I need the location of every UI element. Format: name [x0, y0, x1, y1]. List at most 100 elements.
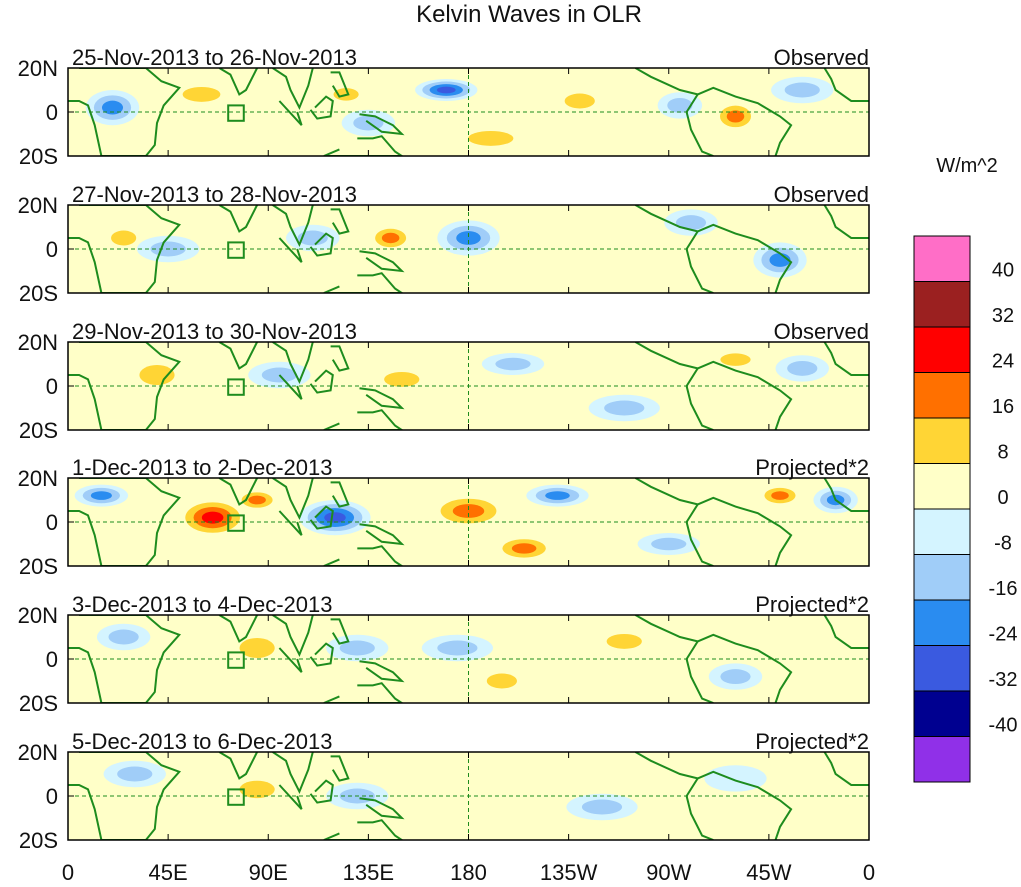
y-tick-label: 0	[46, 647, 58, 672]
anomaly-blob	[588, 394, 660, 422]
colorbar-label: 8	[997, 442, 1008, 464]
coastlines	[68, 615, 869, 703]
coastline	[272, 205, 314, 248]
coastline	[359, 250, 405, 273]
y-tick-label: 0	[46, 510, 58, 535]
panel-kind-label: Observed	[774, 45, 869, 70]
contour-level	[248, 495, 266, 505]
colorbar-label: 0	[997, 487, 1008, 509]
coastline	[330, 71, 350, 98]
anomaly-blob	[125, 357, 189, 393]
coastline	[68, 615, 182, 703]
anomaly-blob	[637, 533, 700, 555]
contour-level	[468, 130, 514, 146]
anomaly-blob	[299, 499, 371, 536]
coastline	[359, 660, 405, 683]
contour-level	[726, 110, 745, 123]
colorbar-swatch	[913, 736, 971, 783]
anomaly-blob	[492, 535, 556, 562]
coastline	[218, 68, 258, 96]
panel-date-range: 27-Nov-2013 to 28-Nov-2013	[72, 182, 357, 207]
contour-level	[384, 371, 420, 387]
coastlines	[68, 752, 869, 840]
coastline	[309, 232, 334, 257]
coastline	[272, 615, 314, 658]
contour-level	[606, 633, 642, 649]
y-tick-label: 20S	[19, 828, 58, 853]
colorbar-swatch	[913, 508, 971, 555]
anomaly-blob	[775, 355, 829, 382]
colorbar-swatch	[913, 645, 971, 692]
anomaly-blob	[225, 630, 289, 666]
coastline	[272, 478, 314, 521]
contour-level	[261, 367, 297, 383]
panel-date-range: 3-Dec-2013 to 4-Dec-2013	[72, 592, 332, 617]
anomaly-blob	[326, 634, 389, 662]
x-tick-label: 180	[450, 860, 487, 885]
coastline	[278, 237, 303, 263]
x-tick-label: 90W	[646, 860, 691, 885]
coastline	[68, 752, 182, 840]
contour-level	[297, 230, 328, 246]
y-tick-label: 20S	[19, 144, 58, 169]
contour-level	[182, 86, 221, 102]
coastline	[323, 819, 404, 840]
panel-5: 20N 0 20S 3-Dec-2013 to 4-Dec-2013 Projected…	[18, 592, 870, 716]
contour-level	[511, 543, 537, 554]
contour-level	[495, 357, 531, 371]
anomaly-blob	[177, 497, 249, 538]
coastline	[278, 510, 303, 536]
contour-level	[604, 400, 645, 416]
anomaly-blob	[475, 667, 529, 695]
chart-title: Kelvin Waves in OLR	[416, 1, 642, 28]
anomaly-blob	[757, 484, 803, 507]
panel-kind-label: Projected*2	[755, 592, 869, 617]
anomaly-blob	[437, 220, 500, 256]
coastline	[309, 369, 334, 394]
y-tick-label: 20N	[18, 56, 58, 81]
colorbar-label: 32	[992, 305, 1014, 327]
anomaly-blob	[713, 101, 758, 132]
contour-level	[381, 232, 400, 244]
colorbar-units: W/m^2	[936, 155, 998, 177]
colorbar-swatch	[913, 326, 971, 373]
reference-box	[227, 241, 245, 259]
colorbar-swatch	[913, 235, 971, 282]
coastlines	[68, 342, 869, 430]
coastlines	[68, 68, 869, 156]
contour-level	[111, 230, 137, 246]
contour-level	[545, 491, 570, 500]
coastline	[697, 223, 793, 293]
coastline	[68, 68, 182, 156]
y-tick-label: 20S	[19, 281, 58, 306]
coastline	[634, 752, 714, 840]
contour-level	[564, 93, 595, 109]
contour-level	[667, 97, 693, 113]
colorbar-label: 40	[992, 260, 1014, 282]
coastline	[823, 752, 869, 786]
anomaly-blob	[234, 489, 280, 511]
y-tick-label: 0	[46, 100, 58, 125]
coastline	[278, 784, 303, 810]
contour-level	[771, 491, 789, 500]
panel-date-range: 5-Dec-2013 to 6-Dec-2013	[72, 729, 332, 754]
coastline	[278, 647, 303, 673]
panel-kind-label: Projected*2	[755, 729, 869, 754]
coastline	[309, 95, 334, 120]
reference-box	[227, 651, 245, 669]
panel-date-range: 1-Dec-2013 to 2-Dec-2013	[72, 455, 332, 480]
anomaly-blob	[96, 623, 151, 651]
contour-level	[436, 86, 456, 94]
x-tick-label: 90E	[249, 860, 288, 885]
anomaly-blob	[225, 774, 289, 805]
x-tick-label: 45W	[746, 860, 791, 885]
coastline	[218, 615, 258, 643]
anomaly-blob	[74, 484, 129, 507]
coastline	[823, 68, 869, 102]
colorbar-label: -40	[989, 715, 1018, 737]
contour-level	[452, 504, 485, 518]
anomaly-blob	[566, 793, 638, 821]
x-tick-label: 0	[863, 860, 875, 885]
anomaly-blob	[450, 125, 531, 152]
